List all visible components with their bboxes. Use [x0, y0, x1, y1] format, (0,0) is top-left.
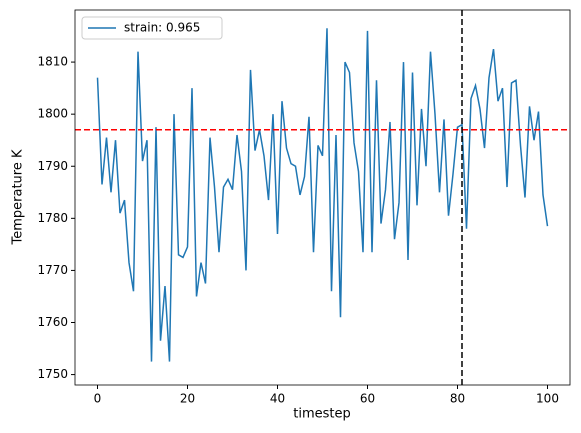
y-tick-label: 1800	[37, 107, 68, 121]
x-tick-label: 100	[536, 392, 559, 406]
x-tick-label: 60	[360, 392, 375, 406]
y-tick-label: 1770	[37, 263, 68, 277]
y-tick-label: 1780	[37, 211, 68, 225]
y-tick-label: 1810	[37, 55, 68, 69]
y-tick-label: 1750	[37, 367, 68, 381]
legend-box	[81, 16, 223, 40]
y-axis-label: Temperature K	[11, 149, 26, 245]
plot-frame	[74, 9, 571, 386]
legend-label: strain: 0.965	[124, 21, 200, 35]
data-line	[96, 28, 549, 362]
x-tick-label: 40	[270, 392, 285, 406]
x-tick-label: 0	[94, 392, 102, 406]
x-axis-label: timestep	[293, 407, 351, 422]
x-tick-label: 80	[450, 392, 465, 406]
x-tick-label: 20	[180, 392, 195, 406]
y-tick-label: 1760	[37, 315, 68, 329]
y-tick-label: 1790	[37, 159, 68, 173]
